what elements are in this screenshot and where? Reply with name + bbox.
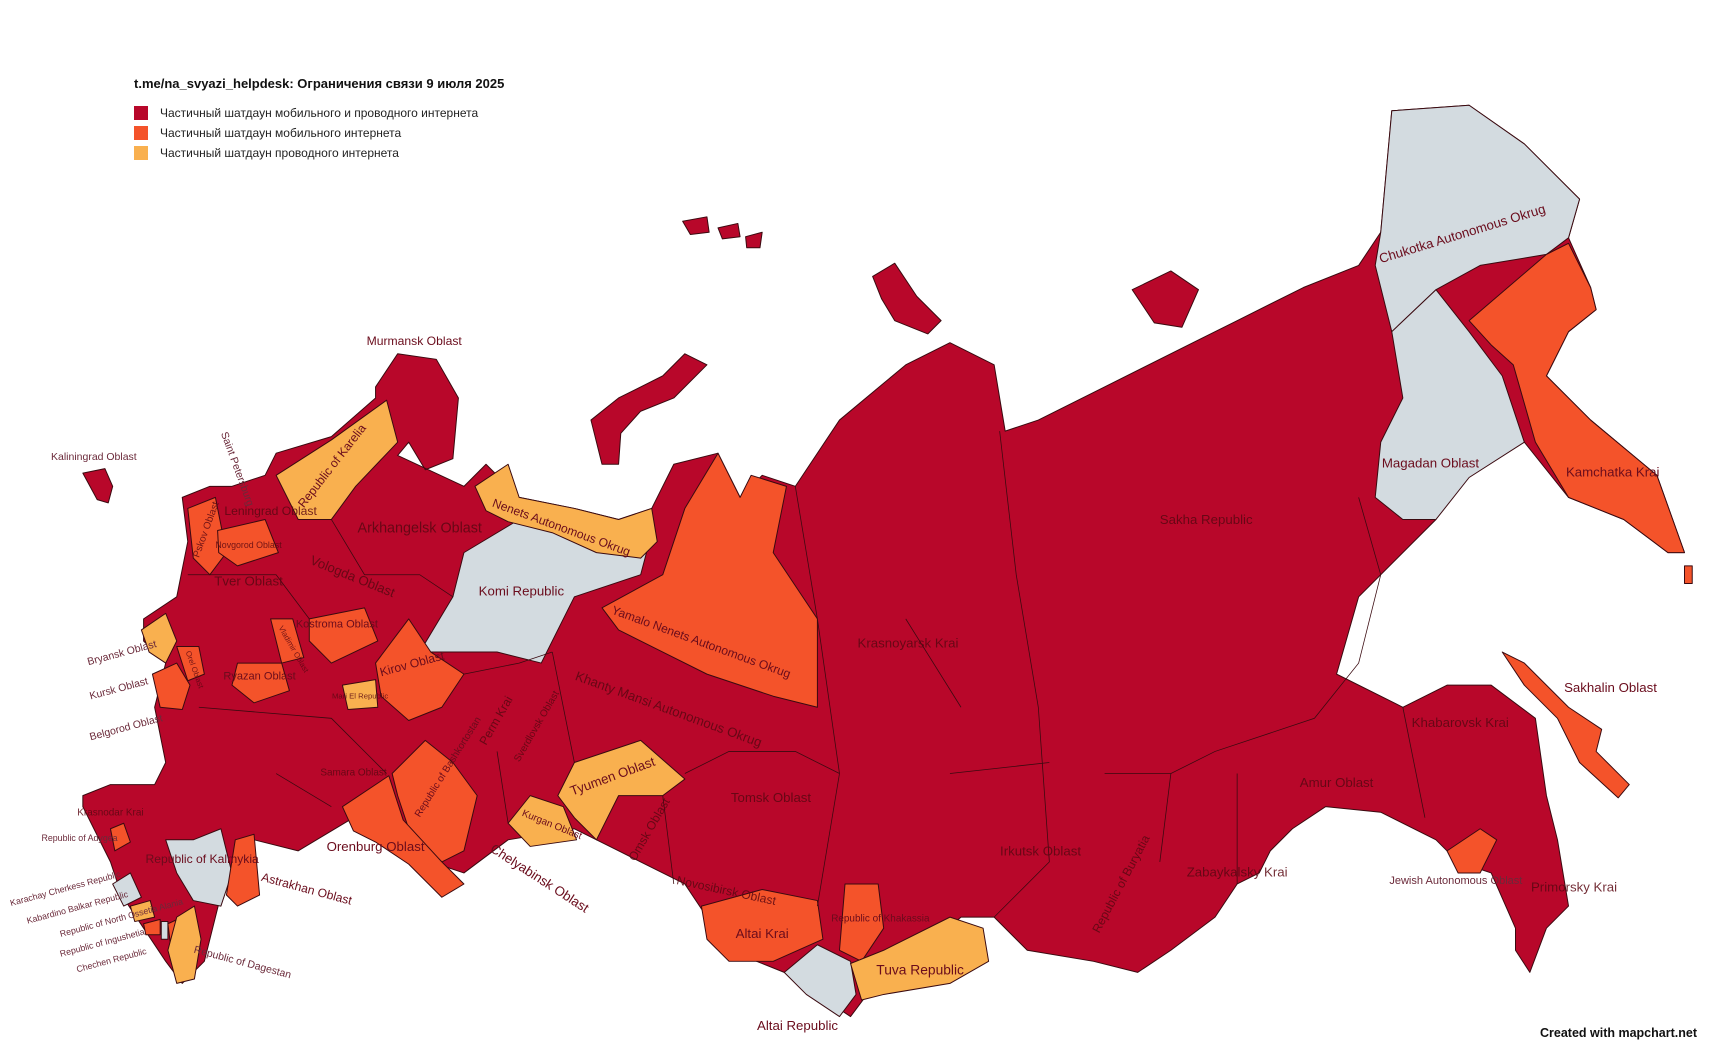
label-kalmykia: Republic of Kalmykia xyxy=(145,852,259,866)
label-leningrad: Leningrad Oblast xyxy=(224,504,317,518)
legend-label: Частичный шатдаун проводного интернета xyxy=(160,146,399,160)
mapchart-credit: Created with mapchart.net xyxy=(1540,1026,1697,1040)
label-arkhangelsk: Arkhangelsk Oblast xyxy=(358,521,482,537)
label-bryansk: Bryansk Oblast xyxy=(86,639,158,668)
region-pskov[interactable] xyxy=(187,496,227,576)
label-jewish-ao: Jewish Autonomous Oblast xyxy=(1389,875,1522,887)
label-novgorod: Novgorod Oblast xyxy=(215,540,282,550)
label-tver: Tver Oblast xyxy=(214,574,283,589)
island-novaya-zemlya xyxy=(590,353,708,465)
region-altai-republic[interactable] xyxy=(783,944,857,1018)
label-kursk: Kursk Oblast xyxy=(89,676,150,702)
label-sakhalin: Sakhalin Oblast xyxy=(1564,680,1657,695)
label-kostroma: Kostroma Oblast xyxy=(296,619,378,631)
region-tuva[interactable] xyxy=(850,916,990,1001)
label-altai-krai: Altai Krai xyxy=(736,926,789,941)
region-sakhalin[interactable] xyxy=(1501,651,1630,799)
label-adygea: Republic of Adygea xyxy=(41,833,117,843)
label-krasnodar: Krasnodar Krai xyxy=(77,808,143,819)
label-kaliningrad: Kaliningrad Oblast xyxy=(51,452,137,463)
label-astrakhan: Astrakhan Oblast xyxy=(260,870,354,908)
region-magadan[interactable] xyxy=(1374,289,1525,520)
region-bryansk[interactable] xyxy=(140,612,178,664)
label-murmansk: Murmansk Oblast xyxy=(367,334,463,348)
region-jewish-ao[interactable] xyxy=(1446,828,1498,874)
legend-swatch xyxy=(134,106,148,120)
label-ryazan: Ryazan Oblast xyxy=(223,671,295,683)
region-dagestan[interactable] xyxy=(167,905,202,984)
region-nenets[interactable] xyxy=(474,463,658,559)
island-franz-josef xyxy=(682,216,763,249)
label-tuva: Tuva Republic xyxy=(876,963,964,978)
legend-item-wired: Частичный шатдаун проводного интернета xyxy=(134,143,504,163)
legend-swatch xyxy=(134,126,148,140)
label-belgorod: Belgorod Oblast xyxy=(89,713,165,743)
region-kostroma[interactable] xyxy=(308,607,379,664)
region-north-ossetia[interactable] xyxy=(143,918,161,936)
legend-swatch xyxy=(134,146,148,160)
legend-label: Частичный шатдаун мобильного и проводног… xyxy=(160,106,479,120)
label-primorsky: Primorsky Krai xyxy=(1531,880,1617,895)
region-adygea[interactable] xyxy=(109,822,131,852)
region-yamalo-nenets[interactable] xyxy=(601,452,818,708)
label-amur: Amur Oblast xyxy=(1300,775,1374,790)
label-irkutsk: Irkutsk Oblast xyxy=(1000,843,1081,858)
region-ingushetia[interactable] xyxy=(160,921,169,940)
label-altai-republic: Altai Republic xyxy=(757,1018,838,1033)
region-vladimir[interactable] xyxy=(270,618,305,664)
region-kalmykia[interactable] xyxy=(165,828,233,907)
region-astrakhan[interactable] xyxy=(225,833,261,907)
label-dagestan: Republic of Dagestan xyxy=(193,945,293,982)
label-kamchatka: Kamchatka Krai xyxy=(1566,464,1660,479)
label-orenburg: Orenburg Oblast xyxy=(327,839,425,854)
legend-item-mobile-and-wired: Частичный шатдаун мобильного и проводног… xyxy=(134,103,504,123)
region-orenburg[interactable] xyxy=(341,775,465,898)
region-kamchatka-island[interactable] xyxy=(1684,565,1693,585)
region-kamchatka[interactable] xyxy=(1468,242,1685,554)
region-kabardino[interactable] xyxy=(129,900,156,923)
region-ryazan[interactable] xyxy=(231,662,290,704)
label-chelyabinsk: Chelyabinsk Oblast xyxy=(488,841,592,916)
region-novgorod[interactable] xyxy=(217,518,279,567)
map-legend: t.me/na_svyazi_helpdesk: Ограничения свя… xyxy=(134,76,504,163)
label-sakha: Sakha Republic xyxy=(1160,512,1253,527)
region-kirov[interactable] xyxy=(375,618,465,722)
label-mari-el: Mari El Republic xyxy=(332,691,388,700)
label-zabaykalsky: Zabaykalsky Krai xyxy=(1187,864,1288,879)
region-kursk[interactable] xyxy=(151,662,191,710)
island-kaliningrad[interactable] xyxy=(82,468,114,504)
label-samara: Samara Oblast xyxy=(320,768,387,779)
region-altai-krai[interactable] xyxy=(700,889,824,962)
label-khabarovsk: Khabarovsk Krai xyxy=(1412,715,1509,730)
legend-item-mobile: Частичный шатдаун мобильного интернета xyxy=(134,123,504,143)
region-orel[interactable] xyxy=(176,646,205,682)
map-title: t.me/na_svyazi_helpdesk: Ограничения свя… xyxy=(134,76,505,91)
label-khakassia: Republic of Khakassia xyxy=(831,914,930,925)
island-severnaya-zemlya xyxy=(872,262,942,335)
region-kurgan[interactable] xyxy=(507,795,578,847)
label-komi: Komi Republic xyxy=(479,584,565,599)
label-magadan: Magadan Oblast xyxy=(1382,456,1480,471)
region-karachay[interactable] xyxy=(112,872,142,907)
region-karelia[interactable] xyxy=(275,399,399,520)
region-mari-el[interactable] xyxy=(341,679,379,710)
internal-borders xyxy=(187,431,1426,918)
label-krasnoyarsk: Krasnoyarsk Krai xyxy=(858,636,959,651)
island-new-siberian xyxy=(1131,270,1199,328)
label-tomsk: Tomsk Oblast xyxy=(731,790,812,805)
region-khakassia[interactable] xyxy=(838,883,885,962)
legend-label: Частичный шатдаун мобильного интернета xyxy=(160,126,402,140)
